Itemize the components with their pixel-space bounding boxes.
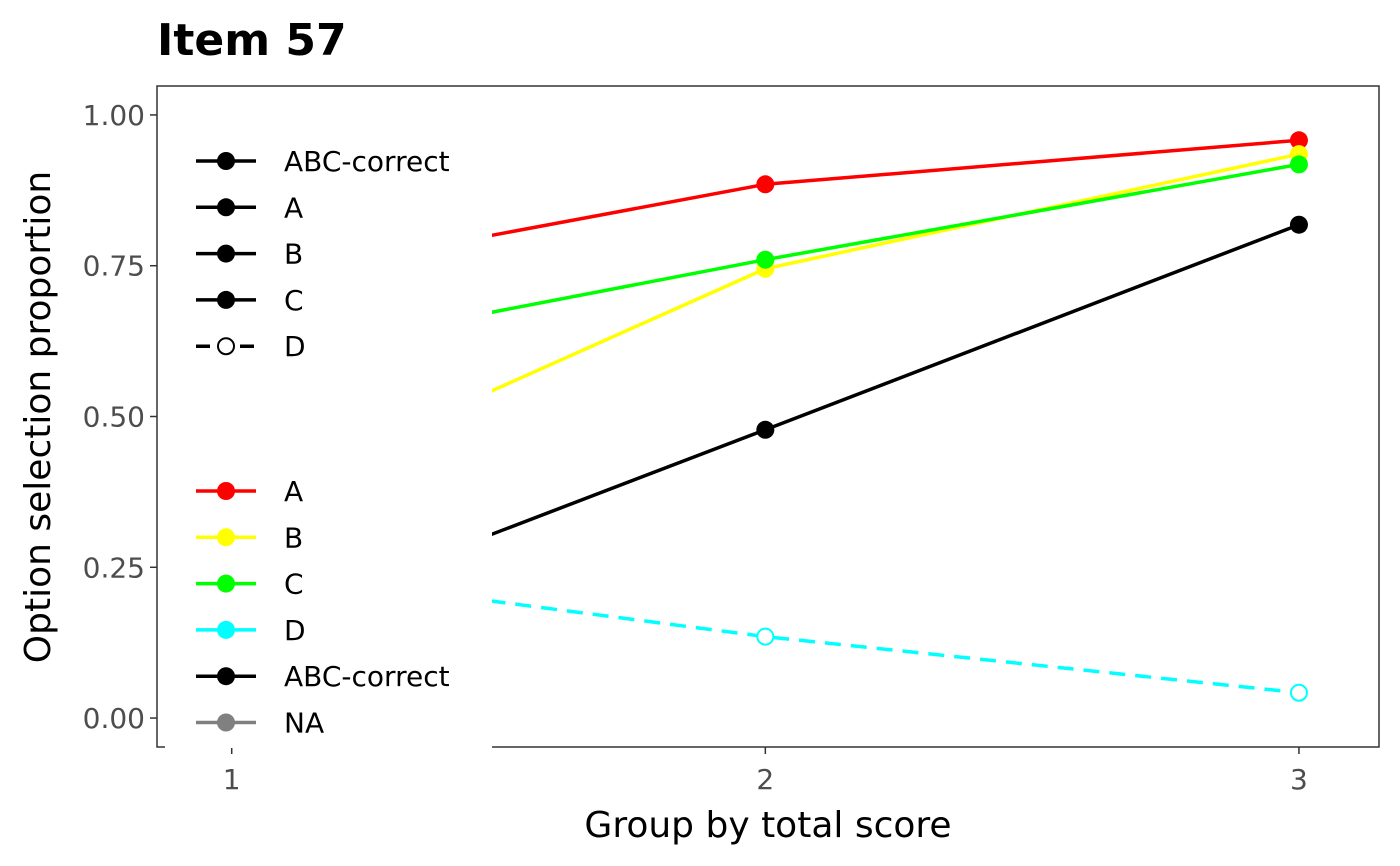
legend-key-point: [217, 152, 235, 170]
legend-key-point: [217, 620, 235, 639]
data-point: [756, 250, 775, 269]
y-tick-label: 1.00: [83, 99, 145, 132]
y-axis: 0.00 0.25 0.50 0.75 1.00: [83, 99, 157, 735]
y-tick-label: 0.00: [83, 702, 145, 735]
legend-label: C: [284, 568, 304, 601]
legend-key-point: [217, 198, 235, 217]
legend-key-point: [217, 337, 235, 356]
x-tick-label: 1: [223, 763, 241, 796]
legend-key-point: [217, 667, 235, 686]
legend-key-point: [217, 482, 235, 500]
legend-label: A: [284, 475, 303, 508]
data-point: [1289, 131, 1308, 150]
legend-label: ABC-correct: [284, 145, 450, 178]
data-point: [756, 627, 775, 646]
legend-key-point: [217, 574, 235, 593]
legend-label: D: [284, 614, 306, 647]
data-point: [756, 175, 775, 194]
chart-title: Item 57: [157, 15, 347, 66]
x-axis-title: Group by total score: [584, 805, 951, 846]
legend-key-point: [217, 713, 235, 732]
data-point: [1289, 155, 1308, 174]
data-point: [756, 420, 775, 439]
legend-key-point: [217, 244, 235, 263]
data-point: [1289, 683, 1308, 702]
x-tick-label: 3: [1290, 763, 1308, 796]
y-tick-label: 0.25: [83, 551, 145, 584]
y-axis-title: Option selection proportion: [18, 171, 59, 663]
legend-background: [165, 100, 492, 748]
legend-label: NA: [284, 707, 324, 740]
legend-label: B: [284, 238, 303, 271]
legend-label: ABC-correct: [284, 660, 450, 693]
y-tick-label: 0.75: [83, 250, 145, 283]
legend-label: A: [284, 191, 303, 224]
x-axis: 1 2 3: [223, 747, 1308, 796]
y-tick-label: 0.50: [83, 401, 145, 434]
legend-label: D: [284, 330, 306, 363]
data-point: [1289, 215, 1308, 234]
legend-label: B: [284, 521, 303, 554]
legend-label: C: [284, 284, 304, 317]
legend-key-point: [217, 290, 235, 309]
series-line: [231, 565, 1300, 695]
legend-key-point: [217, 528, 235, 547]
x-tick-label: 2: [756, 763, 774, 796]
